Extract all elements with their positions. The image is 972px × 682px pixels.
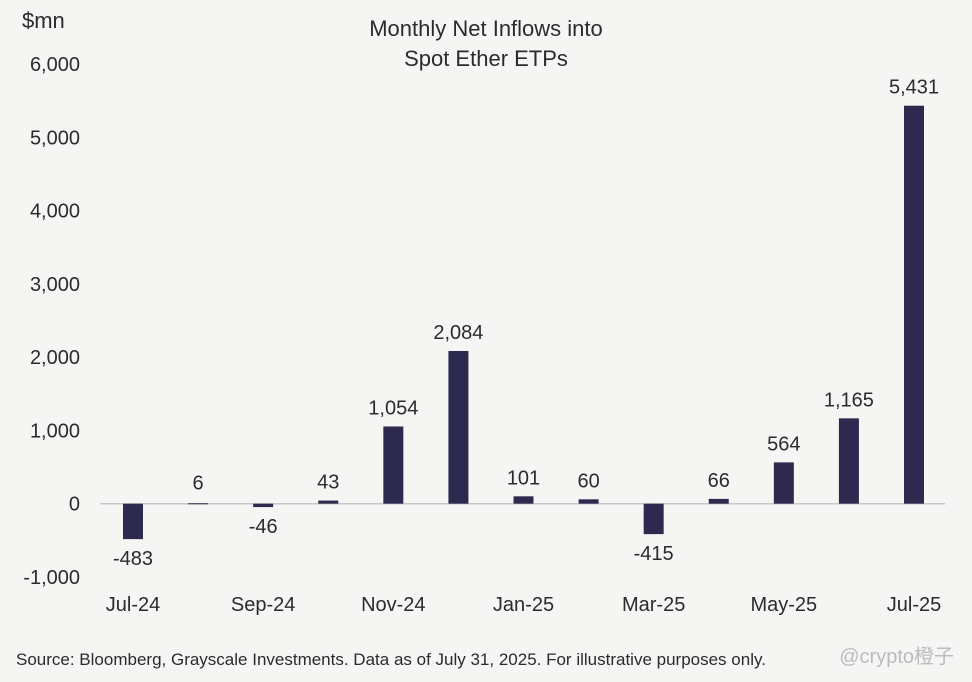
data-label: 2,084 bbox=[433, 322, 483, 344]
bar bbox=[513, 496, 534, 504]
data-label: 6 bbox=[193, 473, 204, 495]
data-label: 66 bbox=[708, 470, 730, 492]
bar bbox=[253, 503, 274, 508]
bar bbox=[383, 426, 404, 504]
bar bbox=[904, 105, 924, 504]
y-tick-label: 3,000 bbox=[30, 274, 80, 296]
bar bbox=[708, 498, 729, 504]
chart-title: Monthly Net Inflows into Spot Ether ETPs bbox=[286, 14, 686, 74]
x-tick-label: Jul-25 bbox=[887, 594, 941, 616]
bar bbox=[838, 418, 859, 504]
watermark: @crypto橙子 bbox=[839, 646, 954, 668]
data-label: 43 bbox=[317, 472, 339, 494]
y-tick-label: -1,000 bbox=[23, 567, 80, 589]
bar bbox=[773, 462, 794, 504]
x-tick-label: Sep-24 bbox=[231, 594, 296, 616]
data-label: -483 bbox=[113, 548, 153, 570]
data-label: -46 bbox=[249, 516, 278, 538]
bar bbox=[448, 350, 469, 504]
x-tick-label: Jan-25 bbox=[493, 594, 554, 616]
data-label: -415 bbox=[634, 543, 674, 565]
y-tick-label: 1,000 bbox=[30, 420, 80, 442]
x-tick-label: Jul-24 bbox=[106, 594, 160, 616]
bar bbox=[578, 499, 599, 504]
data-label: 564 bbox=[767, 433, 800, 455]
chart-title-line-1: Monthly Net Inflows into bbox=[369, 16, 603, 41]
x-tick-label: Mar-25 bbox=[622, 594, 685, 616]
data-label: 1,054 bbox=[368, 397, 418, 419]
x-tick-label: Nov-24 bbox=[361, 594, 425, 616]
y-tick-label: 6,000 bbox=[30, 54, 80, 76]
source-note: Source: Bloomberg, Grayscale Investments… bbox=[16, 650, 766, 669]
bar bbox=[318, 500, 339, 504]
y-tick-label: 2,000 bbox=[30, 347, 80, 369]
data-label: 1,165 bbox=[824, 389, 874, 411]
bar bbox=[188, 503, 209, 505]
bar bbox=[643, 503, 664, 535]
chart-title-line-2: Spot Ether ETPs bbox=[404, 46, 568, 71]
data-label: 5,431 bbox=[889, 77, 939, 99]
data-label: 101 bbox=[507, 467, 540, 489]
x-tick-label: May-25 bbox=[750, 594, 817, 616]
y-tick-label: 4,000 bbox=[30, 201, 80, 223]
y-tick-label: 0 bbox=[69, 494, 80, 516]
bar-chart: -1,000 0 1,000 2,000 3,000 4,000 5,000 6,000 -48… bbox=[23, 54, 945, 616]
bar bbox=[123, 503, 143, 540]
y-tick-label: 5,000 bbox=[30, 127, 80, 149]
y-unit-label: $mn bbox=[22, 8, 65, 33]
data-label: 60 bbox=[577, 470, 599, 492]
